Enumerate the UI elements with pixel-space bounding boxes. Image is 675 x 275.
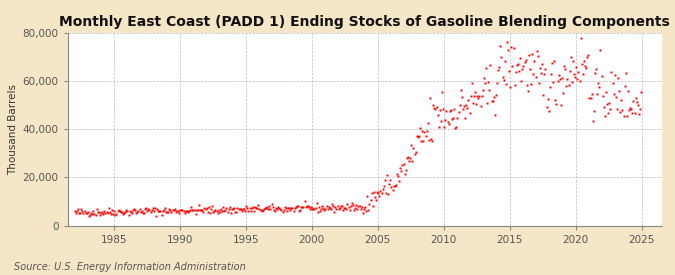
Title: Monthly East Coast (PADD 1) Ending Stocks of Gasoline Blending Components: Monthly East Coast (PADD 1) Ending Stock… [59,15,670,29]
Text: Source: U.S. Energy Information Administration: Source: U.S. Energy Information Administ… [14,262,245,272]
Y-axis label: Thousand Barrels: Thousand Barrels [8,84,18,175]
